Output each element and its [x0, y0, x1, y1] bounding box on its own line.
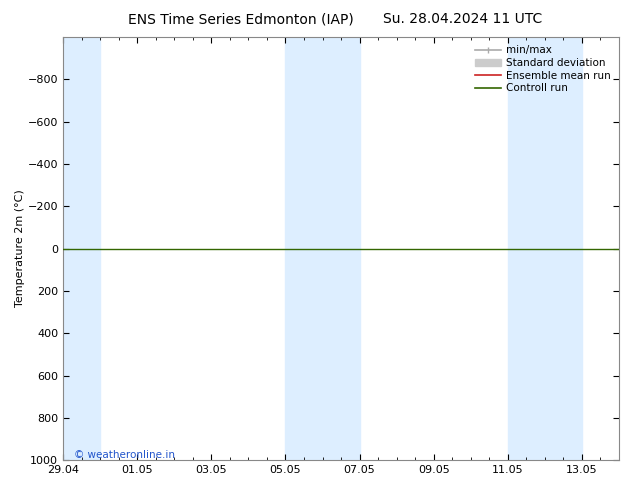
Text: Su. 28.04.2024 11 UTC: Su. 28.04.2024 11 UTC: [383, 12, 543, 26]
Bar: [323, 37, 359, 460]
Text: © weatheronline.in: © weatheronline.in: [74, 450, 175, 460]
Bar: [545, 37, 582, 460]
Y-axis label: Temperature 2m (°C): Temperature 2m (°C): [15, 190, 25, 307]
Legend: min/max, Standard deviation, Ensemble mean run, Controll run: min/max, Standard deviation, Ensemble me…: [472, 42, 614, 97]
Text: ENS Time Series Edmonton (IAP): ENS Time Series Edmonton (IAP): [128, 12, 354, 26]
Bar: [285, 37, 323, 460]
Bar: [508, 37, 545, 460]
Bar: [63, 37, 100, 460]
